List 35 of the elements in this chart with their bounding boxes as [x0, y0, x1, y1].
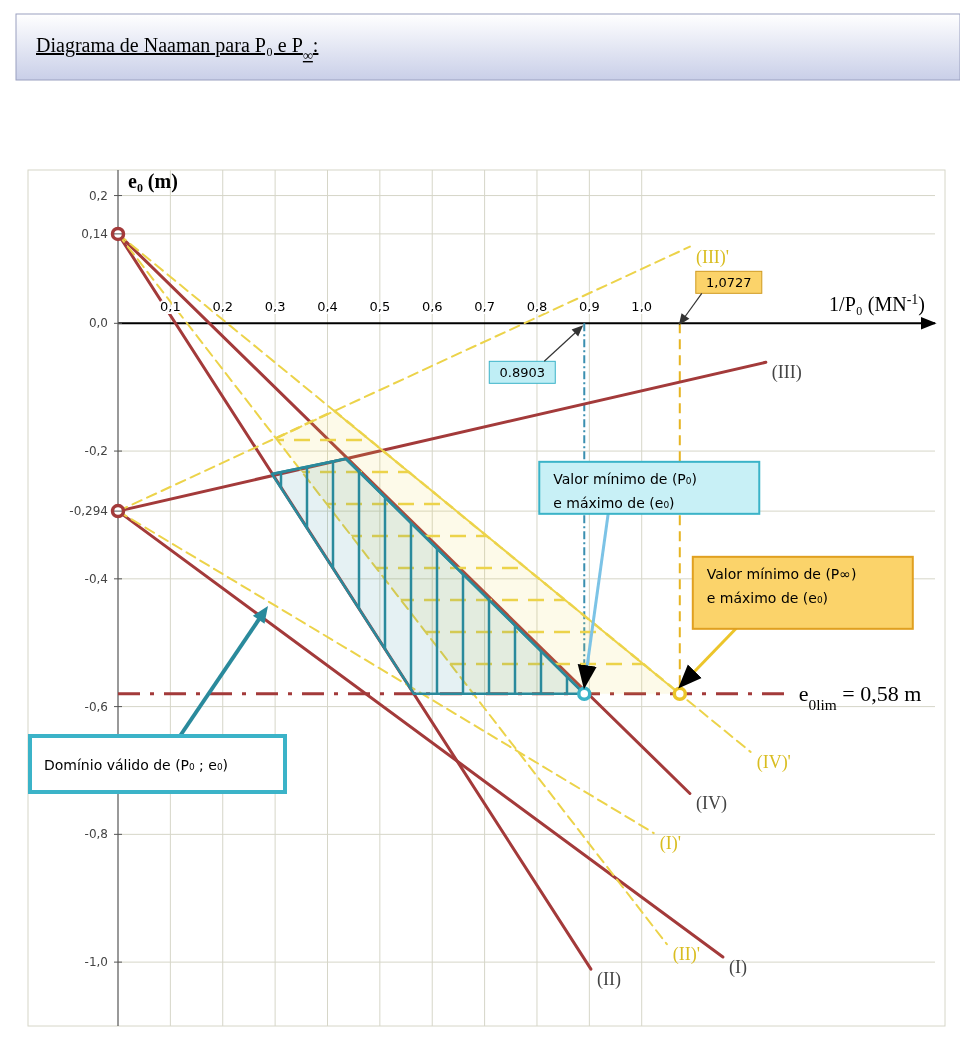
- y-tick-label: -0,2: [84, 444, 108, 459]
- annotation: Domínio válido de (P₀ ; e₀): [44, 757, 228, 773]
- series-label: (I)': [659, 833, 681, 855]
- y-tick-label: 0,2: [88, 188, 108, 203]
- x-tick-label: 0,7: [474, 299, 495, 315]
- series-label: (II)': [672, 944, 701, 966]
- annotation: Valor mínimo de (P₀) e máximo de (e₀): [553, 470, 697, 511]
- series-label: (II): [596, 969, 621, 991]
- x-tick-label: 0,8: [526, 299, 548, 315]
- x-tick-label: 0,6: [421, 299, 443, 315]
- series-label: (III)': [695, 246, 730, 268]
- y-axis-title: e₀ (m): [128, 170, 178, 193]
- ref-line-label: 0.8903: [499, 365, 546, 381]
- x-tick-label: 0,5: [369, 299, 391, 315]
- x-axis-title: 1/P₀ (MN$^{-1}$): [829, 291, 925, 317]
- x-tick-label: 0,9: [579, 299, 600, 315]
- y-tick-label: -0,294: [69, 504, 108, 519]
- y-tick-label: -0,8: [84, 827, 108, 842]
- annotation: e$_{0lim}$ = 0,58 m: [798, 680, 922, 713]
- ref-line-label: 1,0727: [706, 275, 752, 291]
- chart-title: Diagrama de Naaman para P₀ e P$_{∞}$:: [36, 34, 319, 63]
- series-label: (III): [771, 362, 802, 384]
- y-tick-label: 0,14: [81, 226, 108, 241]
- annotation: Valor mínimo de (P∞) e máximo de (e₀): [706, 565, 857, 606]
- y-tick-label: -0,4: [84, 571, 108, 586]
- y-tick-label: -1,0: [84, 955, 108, 970]
- x-tick-label: 0,3: [264, 299, 286, 315]
- series-label: (IV): [695, 793, 727, 815]
- y-tick-label: 0,0: [88, 316, 108, 331]
- series-label: (I): [728, 957, 747, 979]
- x-tick-label: 0,2: [212, 299, 234, 315]
- y-tick-label: -0,6: [84, 699, 108, 714]
- series-label: (IV)': [756, 751, 791, 773]
- x-tick-label: 0,4: [317, 299, 338, 315]
- x-tick-label: 1,0: [631, 299, 653, 315]
